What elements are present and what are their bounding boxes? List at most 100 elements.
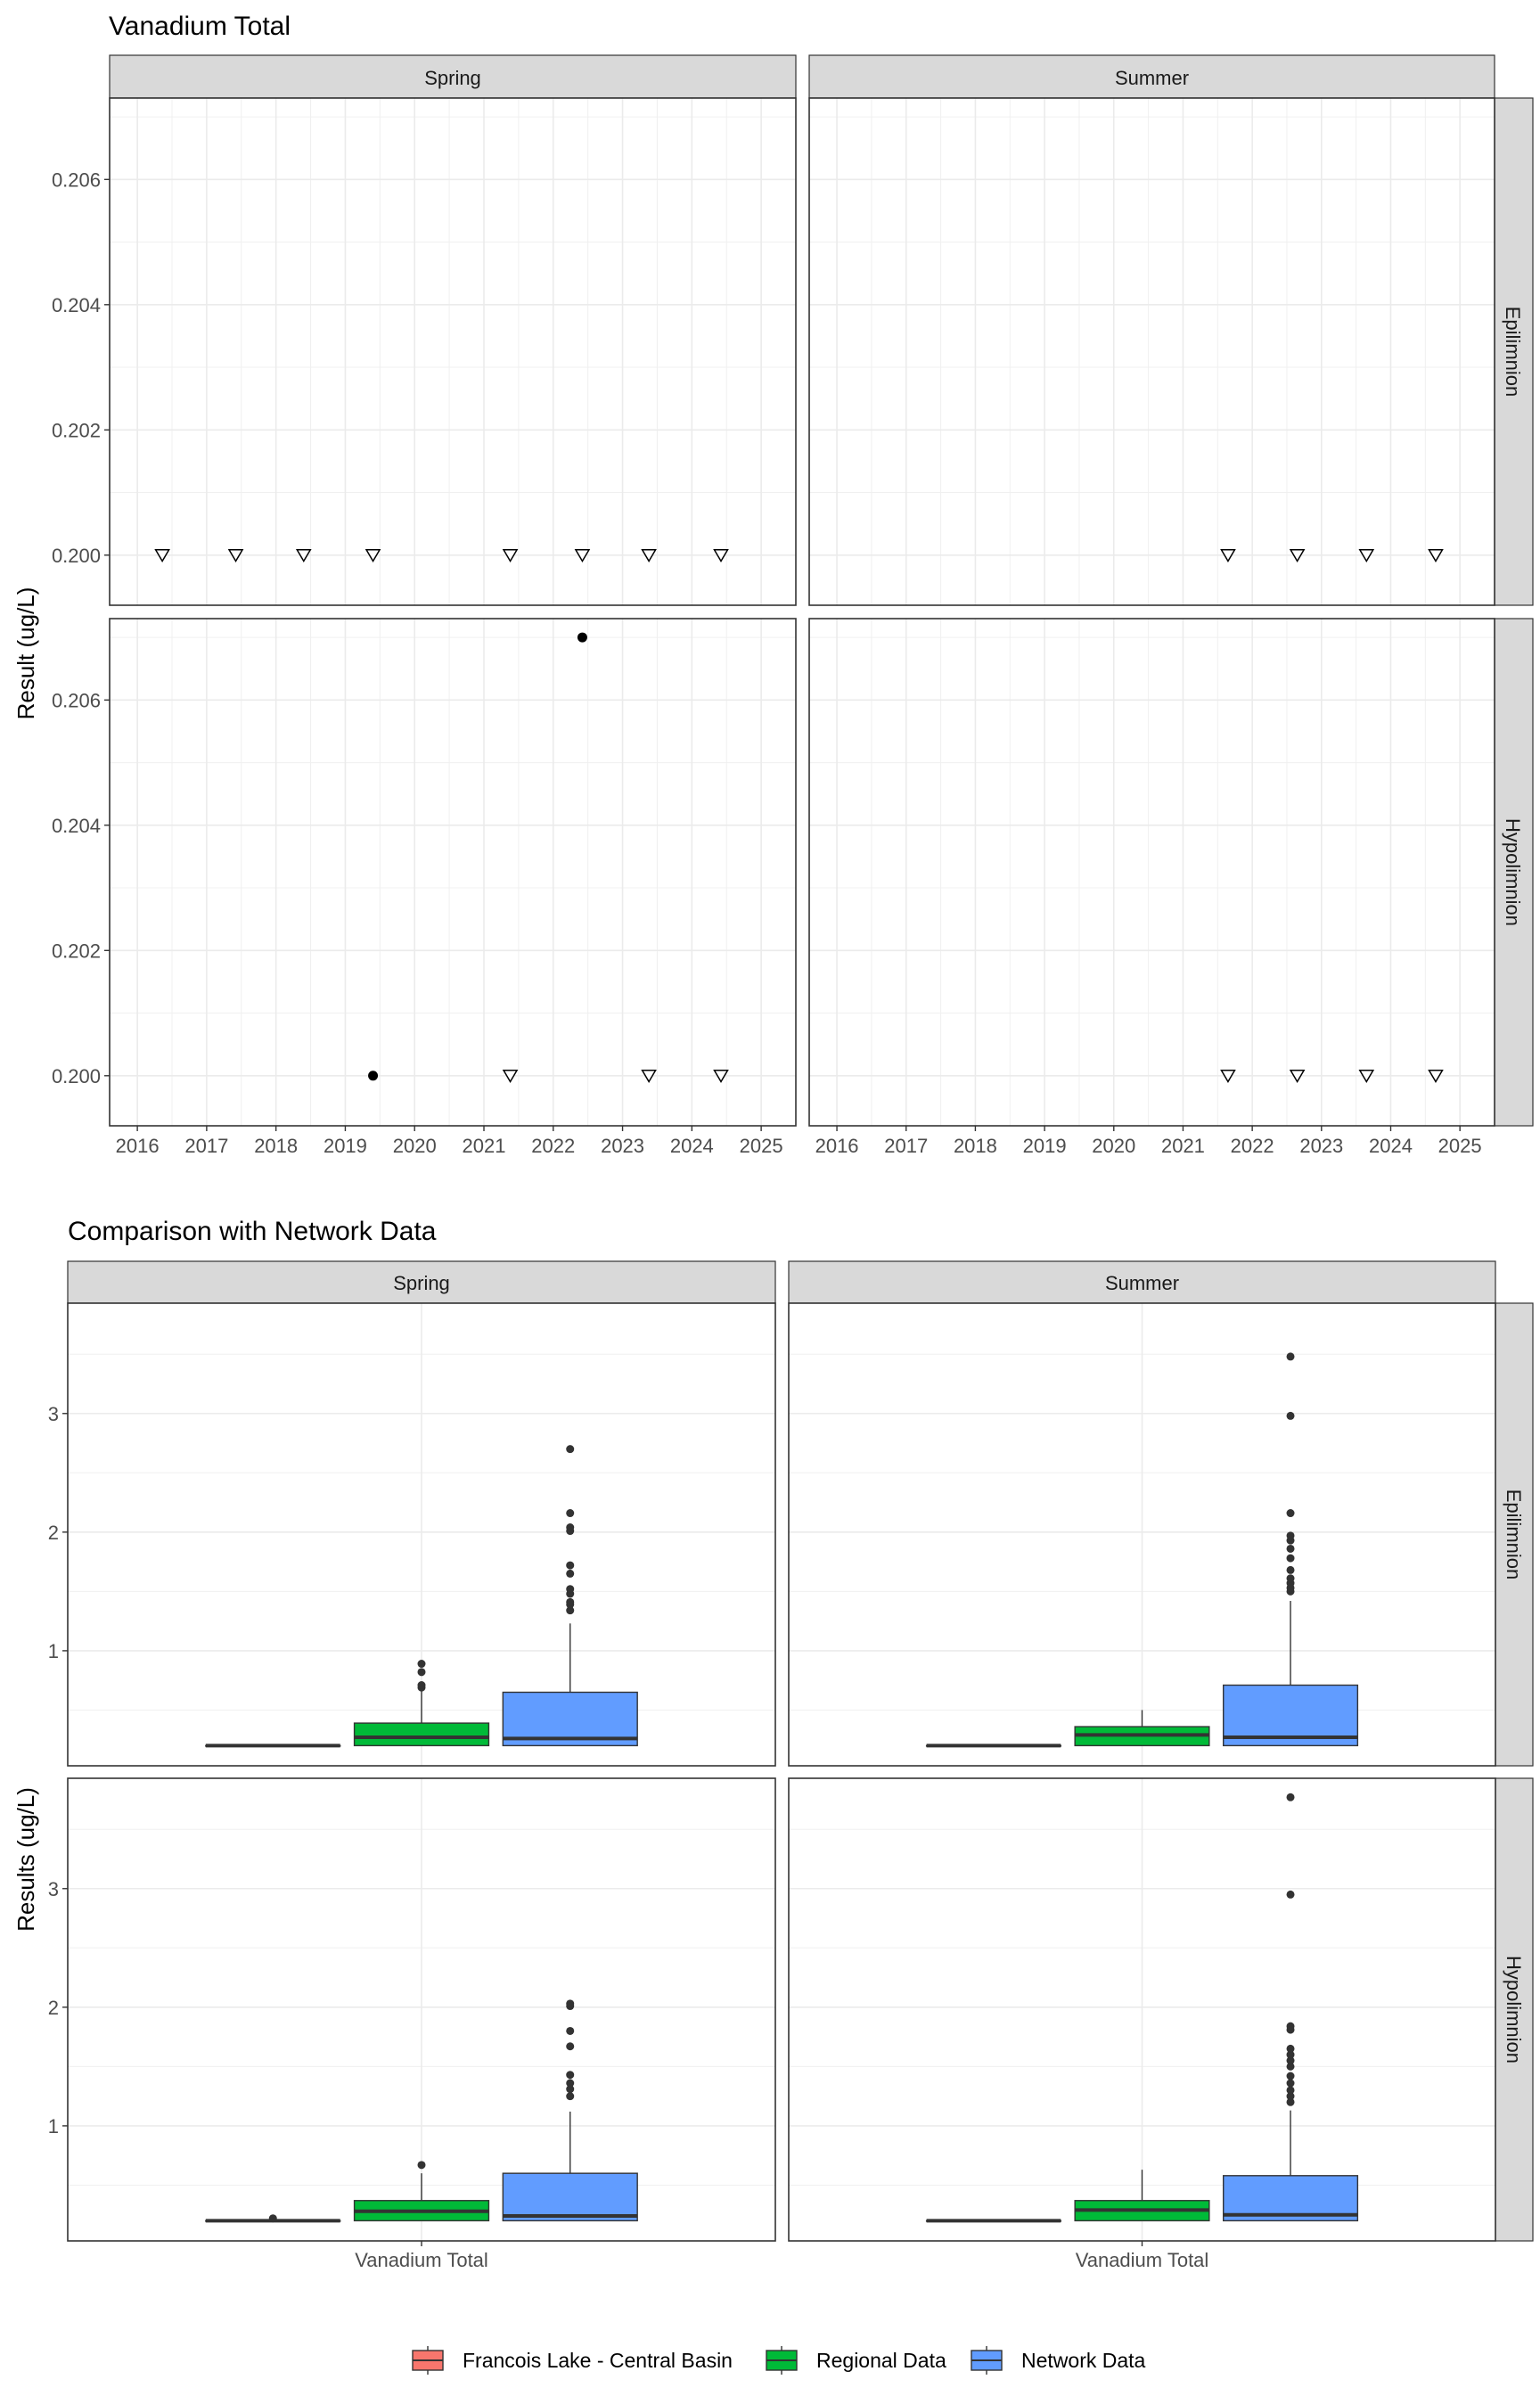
strip-col-1 bbox=[808, 54, 1495, 99]
outlier-point bbox=[1286, 1574, 1295, 1583]
outlier-point bbox=[566, 1445, 575, 1454]
x-tick-label: 2023 bbox=[1299, 1135, 1343, 1157]
outlier-point bbox=[1286, 2056, 1295, 2065]
point-below-detection bbox=[1428, 1070, 1444, 1084]
outlier-point bbox=[1286, 1890, 1295, 1899]
x-tick-label: 2020 bbox=[1092, 1135, 1135, 1157]
y-tick-label: 0.204 bbox=[52, 815, 101, 837]
outlier-point bbox=[1286, 1411, 1295, 1420]
x-tick-label: Vanadium Total bbox=[1076, 2249, 1209, 2271]
outlier-point bbox=[566, 2079, 575, 2088]
outlier-point bbox=[566, 1606, 575, 1615]
x-tick-label: 2022 bbox=[531, 1135, 575, 1157]
outlier-point bbox=[1286, 1554, 1295, 1563]
x-tick-label: 2019 bbox=[1023, 1135, 1067, 1157]
point-below-detection bbox=[154, 549, 170, 563]
outlier-point bbox=[566, 1585, 575, 1594]
legend-label: Francois Lake - Central Basin bbox=[463, 2349, 733, 2372]
outlier-point bbox=[1286, 1565, 1295, 1574]
x-tick-label: 2017 bbox=[884, 1135, 928, 1157]
point-detected bbox=[368, 1071, 379, 1081]
panel-border bbox=[109, 618, 797, 1127]
outlier-point bbox=[417, 1660, 426, 1669]
outlier-point bbox=[1286, 2062, 1295, 2071]
strip-row-label-0: Epilimnion bbox=[1503, 1489, 1525, 1580]
panel-3 bbox=[808, 618, 1495, 1127]
outlier-point bbox=[566, 2042, 575, 2051]
outlier-point bbox=[1286, 1352, 1295, 1361]
x-tick-label: 2025 bbox=[1438, 1135, 1482, 1157]
outlier-point bbox=[1286, 2072, 1295, 2080]
strip-col-label-0: Spring bbox=[424, 67, 481, 89]
strip-row-label-0: Epilimnion bbox=[1502, 307, 1524, 398]
x-tick-label: Vanadium Total bbox=[355, 2249, 488, 2271]
outlier-point bbox=[1286, 2022, 1295, 2031]
x-tick-label: 2020 bbox=[393, 1135, 437, 1157]
strip-col-0 bbox=[109, 54, 797, 99]
outlier-point bbox=[566, 1509, 575, 1518]
outlier-point bbox=[1286, 1544, 1295, 1553]
chart2-ylabel: Results (ug/L) bbox=[12, 1787, 39, 1932]
chart1-title: Vanadium Total bbox=[109, 12, 291, 41]
box-regional-data bbox=[1074, 1710, 1210, 1747]
y-tick-label: 0.202 bbox=[52, 940, 101, 962]
x-tick-label: 2021 bbox=[1161, 1135, 1205, 1157]
panel-border bbox=[67, 1302, 776, 1767]
outlier-point bbox=[566, 2071, 575, 2080]
outlier-point bbox=[1286, 1531, 1295, 1540]
outlier-point bbox=[1286, 2050, 1295, 2059]
y-tick-label: 1 bbox=[48, 1640, 59, 1662]
y-tick-label: 1 bbox=[48, 2115, 59, 2138]
y-tick-label: 0.200 bbox=[52, 1065, 101, 1087]
outlier-point bbox=[566, 2092, 575, 2101]
box-regional-data bbox=[1074, 2170, 1210, 2222]
panel-background bbox=[809, 98, 1495, 605]
y-tick-label: 2 bbox=[48, 1997, 59, 2019]
x-tick-label: 2016 bbox=[815, 1135, 859, 1157]
strip-col-label-1: Summer bbox=[1115, 67, 1189, 89]
legend-entry-0: Francois Lake - Central Basin bbox=[412, 2346, 733, 2375]
outlier-point bbox=[1286, 2092, 1295, 2101]
outlier-point bbox=[417, 1681, 426, 1690]
outlier-point bbox=[566, 2085, 575, 2094]
y-tick-label: 0.200 bbox=[52, 545, 101, 567]
x-tick-label: 2019 bbox=[324, 1135, 367, 1157]
point-below-detection bbox=[1289, 1070, 1306, 1084]
box-network-data bbox=[502, 1445, 638, 1747]
outlier-point bbox=[566, 1569, 575, 1578]
panel-0 bbox=[67, 1302, 776, 1767]
point-below-detection bbox=[1220, 549, 1236, 563]
point-below-detection bbox=[1358, 1070, 1375, 1084]
box-network-data bbox=[1222, 1352, 1359, 1747]
outlier-point bbox=[566, 2026, 575, 2035]
panel-1 bbox=[788, 1302, 1496, 1767]
chart2-plot-area: Spring Summer Epilimnion Hypolimnion 1 2 3 1 2 3 V… bbox=[48, 1260, 1534, 2271]
chart1-plot-area: Spring Summer Epilimnion Hypolimnion 0.200 0.… bbox=[52, 54, 1534, 1157]
strip-row-0 bbox=[1494, 97, 1534, 606]
panel-border bbox=[109, 97, 797, 606]
point-below-detection bbox=[502, 549, 519, 563]
point-below-detection bbox=[365, 549, 381, 563]
y-tick-label: 0.206 bbox=[52, 168, 101, 191]
box-network-data bbox=[502, 1999, 638, 2222]
strip-col-label-1: Summer bbox=[1105, 1272, 1179, 1294]
outlier-point bbox=[566, 1597, 575, 1606]
point-below-detection bbox=[1358, 549, 1375, 563]
legend: Francois Lake - Central Basin Regional Da… bbox=[412, 2346, 1146, 2375]
box-regional-data bbox=[353, 2161, 490, 2222]
outlier-point bbox=[417, 2161, 426, 2170]
outlier-point bbox=[1286, 1509, 1295, 1518]
y-tick-label: 2 bbox=[48, 1522, 59, 1544]
x-tick-label: 2018 bbox=[254, 1135, 298, 1157]
outlier-point bbox=[1286, 2086, 1295, 2095]
chart1-ylabel: Result (ug/L) bbox=[12, 587, 39, 720]
point-below-detection bbox=[295, 549, 312, 563]
strip-row-label-1: Hypolimnion bbox=[1502, 818, 1524, 926]
point-below-detection bbox=[227, 549, 244, 563]
panel-2 bbox=[67, 1777, 776, 2242]
point-below-detection bbox=[1428, 549, 1444, 563]
point-below-detection bbox=[1220, 1070, 1236, 1084]
y-tick-label: 3 bbox=[48, 1403, 59, 1425]
panel-1 bbox=[808, 97, 1495, 606]
